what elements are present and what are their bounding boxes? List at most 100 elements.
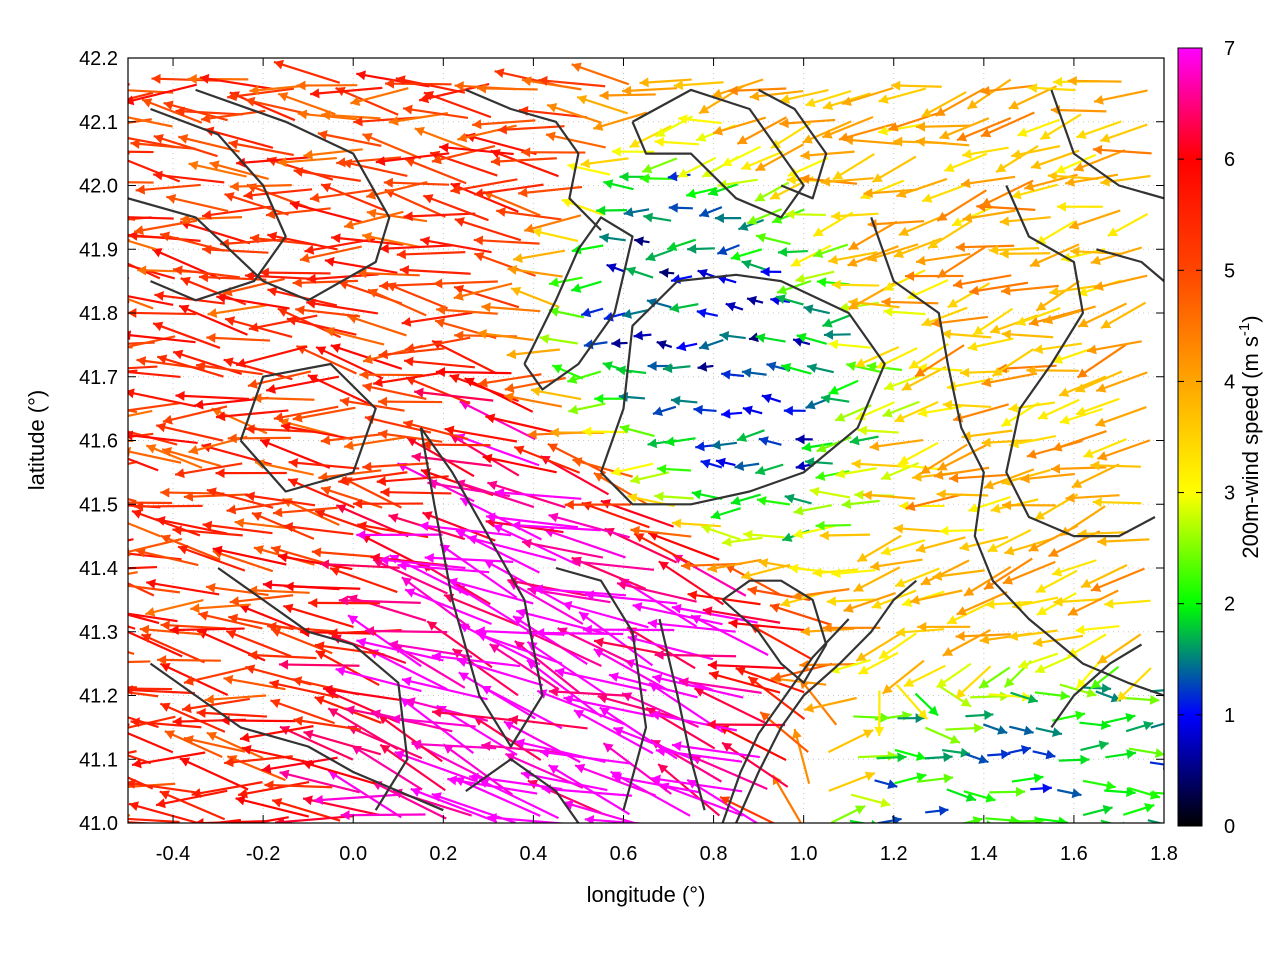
wind-vector-shaft: [128, 276, 130, 280]
wind-vector: [820, 176, 874, 187]
wind-vector-shaft: [364, 416, 432, 434]
wind-vector-shaft: [395, 77, 466, 94]
wind-vector-head: [385, 78, 395, 89]
wind-vector: [965, 710, 994, 721]
wind-vector: [524, 214, 582, 234]
wind-vector-head: [754, 192, 766, 202]
wind-vector: [1009, 815, 1044, 823]
wind-vector: [404, 588, 492, 625]
wind-vector-head: [942, 646, 954, 656]
wind-vector-head: [1001, 417, 1012, 427]
wind-vector-head: [72, 482, 82, 492]
wind-vector-head: [190, 603, 200, 614]
wind-vector: [1042, 305, 1096, 325]
wind-vector-shaft: [410, 787, 498, 823]
wind-vector-head: [172, 716, 182, 727]
wind-vector-head: [843, 135, 854, 146]
wind-vector: [169, 624, 245, 635]
wind-vector-shaft: [424, 556, 514, 563]
wind-vector-head: [910, 595, 920, 605]
wind-vector-head: [973, 325, 984, 335]
wind-vector-head: [227, 433, 237, 444]
wind-vector-head: [769, 603, 780, 613]
wind-vector: [584, 814, 649, 823]
wind-vector-shaft: [504, 394, 563, 408]
wind-vector: [347, 594, 427, 622]
wind-vector-shaft: [130, 142, 196, 150]
terrain-contour-line: [631, 88, 805, 219]
wind-vector-head: [760, 711, 771, 722]
wind-vector-head: [454, 217, 465, 227]
wind-vector-head: [730, 251, 741, 261]
wind-vector: [320, 110, 381, 121]
wind-vector-shaft: [511, 523, 601, 532]
wind-vector: [863, 188, 918, 199]
wind-vector-shaft: [162, 405, 228, 423]
wind-vector-head: [802, 134, 813, 144]
wind-vector-head: [401, 577, 412, 587]
wind-vector-head: [828, 254, 839, 265]
wind-vector-head: [813, 227, 824, 237]
x-tick-label: 1.8: [1150, 843, 1178, 865]
wind-vector-shaft: [401, 678, 488, 701]
wind-vector: [619, 424, 655, 438]
wind-vector-head: [580, 158, 591, 169]
wind-vector-shaft: [554, 669, 647, 692]
wind-vector: [1097, 633, 1142, 665]
wind-vector-head: [454, 330, 464, 341]
wind-vector: [134, 501, 203, 512]
wind-vector: [920, 559, 970, 586]
wind-vector-shaft: [156, 355, 224, 378]
y-tick-label: 41.5: [79, 494, 118, 516]
wind-vector: [643, 212, 672, 223]
wind-vector-shaft: [289, 202, 362, 223]
wind-vector-head: [979, 634, 990, 645]
wind-vector-shaft: [411, 742, 497, 750]
wind-vector-head: [667, 171, 678, 182]
wind-vector-shaft: [204, 694, 267, 702]
wind-vector: [272, 506, 338, 518]
wind-vector-head: [1017, 127, 1028, 137]
wind-vector-shaft: [915, 252, 971, 264]
wind-vector: [830, 805, 866, 823]
wind-vector-head: [245, 664, 256, 675]
colorbar-tick-label: 2: [1224, 594, 1235, 616]
wind-vector-shaft: [128, 433, 198, 445]
wind-vector-shaft: [526, 640, 607, 696]
wind-vector-head: [990, 324, 1001, 334]
wind-vector-head: [202, 244, 212, 255]
wind-vector-head: [878, 125, 888, 136]
wind-vector-head: [207, 308, 218, 318]
wind-vector: [775, 294, 804, 306]
wind-vector: [698, 338, 724, 351]
wind-vector: [564, 499, 631, 510]
wind-vector-shaft: [161, 448, 222, 468]
wind-vector-head: [1028, 542, 1040, 552]
wind-vector-head: [323, 684, 333, 695]
wind-vector-head: [1004, 677, 1015, 688]
wind-vector-head: [599, 232, 609, 243]
wind-vector-shaft: [391, 717, 476, 728]
wind-vector: [269, 679, 339, 699]
wind-vector: [1000, 284, 1059, 296]
wind-vector-head: [668, 202, 678, 213]
wind-vector: [133, 219, 198, 236]
wind-vector-shaft: [145, 598, 204, 616]
wind-vector: [476, 631, 563, 665]
wind-vector-head: [616, 365, 626, 376]
wind-vector: [828, 251, 878, 265]
wind-vector-head: [696, 132, 707, 142]
wind-vector-head: [888, 121, 899, 132]
wind-vector-shaft: [130, 720, 202, 729]
wind-vector-shaft: [196, 711, 268, 718]
wind-vector: [174, 462, 243, 479]
wind-vector-shaft: [159, 233, 225, 252]
wind-vector-shaft: [128, 159, 181, 183]
wind-vector-head: [405, 343, 415, 353]
wind-vector-head: [1149, 694, 1160, 705]
wind-vector-head: [196, 708, 206, 719]
wind-vector: [697, 268, 716, 279]
wind-vector: [623, 207, 650, 218]
wind-vector-shaft: [283, 604, 354, 629]
wind-vector-head: [564, 499, 574, 510]
